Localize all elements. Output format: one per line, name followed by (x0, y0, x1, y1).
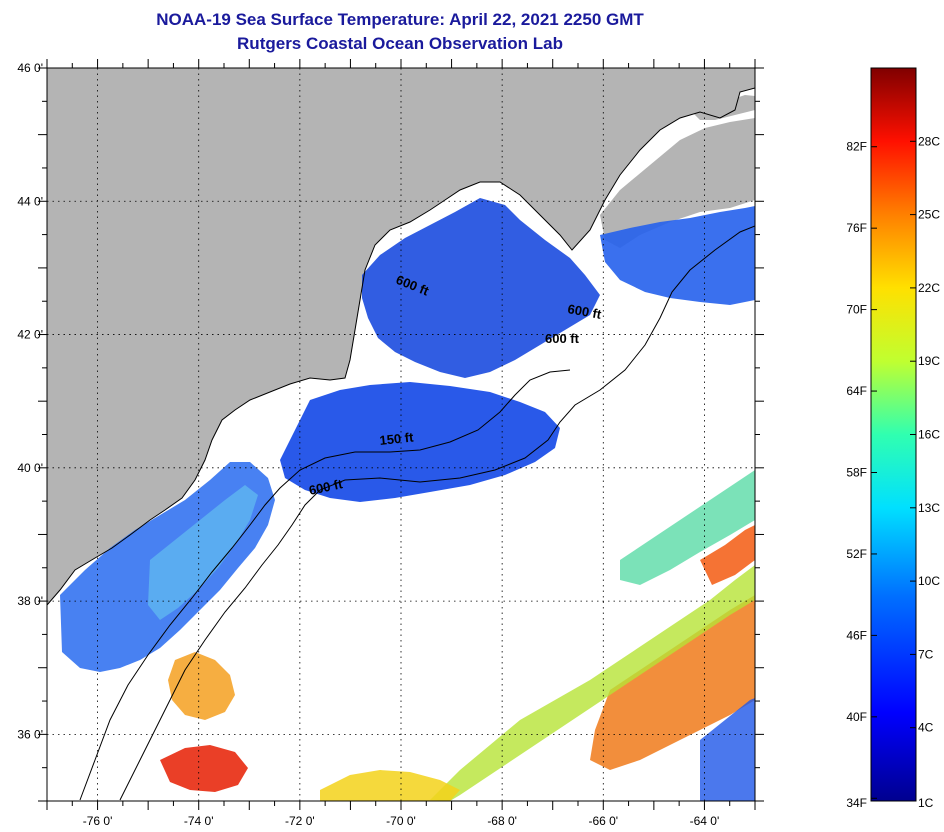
gulf-stream-orange-se (590, 595, 755, 770)
contour-label-600ft-ne: 600 ft (566, 301, 603, 322)
warm-spot-se-corner (700, 698, 755, 801)
colorbar-celsius-label: 7C (918, 647, 934, 661)
longitude-label: -76 0' (83, 814, 113, 828)
colorbar-fahrenheit-label: 34F (846, 796, 867, 810)
map-title: NOAA-19 Sea Surface Temperature: April 2… (156, 10, 644, 29)
colorbar-fahrenheit-label: 46F (846, 628, 867, 642)
land-us (47, 68, 755, 605)
colorbar-celsius-label: 28C (918, 134, 940, 148)
latitude-label: 38 0' (17, 594, 43, 608)
axis-ticks (38, 59, 764, 810)
longitude-label: -70 0' (386, 814, 416, 828)
warm-band-orange-se-edge (700, 525, 755, 585)
longitude-label: -72 0' (285, 814, 315, 828)
map-subtitle: Rutgers Coastal Ocean Observation Lab (237, 34, 563, 53)
colorbar-celsius-label: 13C (918, 501, 940, 515)
latitude-label: 36 0' (17, 727, 43, 741)
longitude-label: -68 0' (487, 814, 517, 828)
colorbar-fahrenheit-label: 40F (846, 710, 867, 724)
colorbar-celsius-label: 10C (918, 574, 940, 588)
longitude-label: -66 0' (588, 814, 618, 828)
longitude-label: -64 0' (690, 814, 720, 828)
latitude-label: 42 0' (17, 328, 43, 342)
temperature-colorbar (870, 67, 917, 802)
contour-label-600ft-mid: 600 ft (545, 331, 580, 346)
gulf-stream-warm-west (168, 652, 235, 720)
colorbar-celsius-label: 16C (918, 428, 940, 442)
colorbar-fahrenheit-label: 52F (846, 547, 867, 561)
colorbar-celsius-label: 22C (918, 281, 940, 295)
colorbar-celsius-label: 25C (918, 208, 940, 222)
warm-band-yellow-south (320, 770, 460, 801)
coastline (47, 87, 755, 606)
latitude-label: 44 0' (17, 194, 43, 208)
colorbar-celsius-label: 1C (918, 796, 934, 810)
gulf-stream-red-hatteras (160, 745, 248, 792)
colorbar-fahrenheit-label: 58F (846, 466, 867, 480)
latitude-label: 40 0' (17, 461, 43, 475)
colorbar-fahrenheit-label: 70F (846, 303, 867, 317)
warm-band-green-east (620, 470, 755, 585)
contour-label-600ft-south: 600 ft (308, 476, 345, 498)
contour-600ft (119, 225, 755, 801)
cold-water-georges-bank (280, 382, 560, 502)
colorbar-celsius-label: 19C (918, 354, 940, 368)
colorbar-fahrenheit-label: 64F (846, 384, 867, 398)
coastal-cyan-band (148, 485, 258, 620)
colorbar-fahrenheit-label: 82F (846, 140, 867, 154)
longitude-axis-labels: -76 0' -74 0' -72 0' -70 0' -68 0' -66 0' -64 … (83, 814, 720, 828)
latitude-axis-labels: 46 0' 44 0' 42 0' 40 0' 38 0' 36 0' (17, 61, 43, 741)
latitude-label: 46 0' (17, 61, 43, 75)
colorbar-fahrenheit-labels: 82F 76F 70F 64F 58F 52F 46F 40F 34F (846, 140, 867, 810)
land-nova-scotia (600, 118, 755, 248)
contour-label-150ft: 150 ft (379, 429, 415, 448)
colorbar-fahrenheit-label: 76F (846, 221, 867, 235)
warm-band-yellow-green (430, 565, 755, 801)
longitude-label: -74 0' (184, 814, 214, 828)
coordinate-grid (47, 68, 755, 801)
colorbar-ticks (871, 140, 916, 802)
colorbar-celsius-labels: 28C 25C 22C 19C 16C 13C 10C 7C 4C 1C (918, 134, 940, 810)
cold-water-gulf-of-maine (362, 198, 600, 378)
colorbar-celsius-label: 4C (918, 721, 934, 735)
cold-water-scotian-shelf (600, 206, 755, 305)
